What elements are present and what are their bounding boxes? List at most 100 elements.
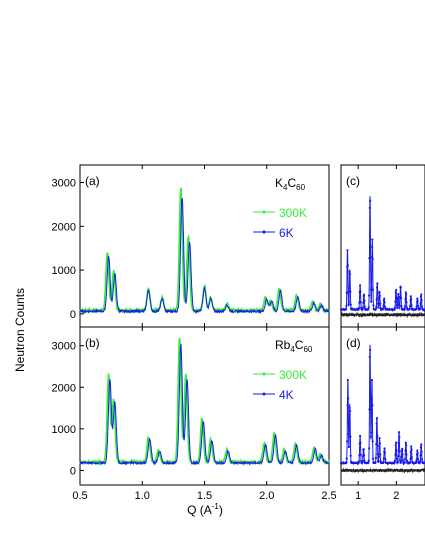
data-point — [348, 409, 352, 413]
data-point — [394, 300, 397, 303]
data-point — [370, 300, 373, 303]
data-point — [368, 206, 371, 209]
data-point — [363, 299, 366, 302]
data-point — [400, 296, 403, 300]
panel-label-b: (b) — [85, 336, 100, 350]
data-point — [374, 457, 378, 460]
data-point — [420, 305, 424, 308]
data-point — [404, 298, 407, 301]
data-point — [348, 286, 351, 289]
data-point — [416, 299, 419, 302]
series-line-d-diff — [340, 467, 425, 474]
data-point — [348, 429, 351, 432]
data-point — [410, 304, 413, 307]
data-point — [347, 445, 351, 449]
legend-marker-a-1 — [262, 230, 266, 234]
data-point — [374, 308, 378, 311]
data-point — [379, 453, 382, 456]
data-point — [382, 460, 385, 463]
data-point — [383, 301, 386, 304]
data-point — [370, 286, 373, 290]
data-point — [419, 306, 422, 310]
series-line-b-300K — [79, 337, 330, 466]
data-point — [377, 455, 380, 458]
data-point — [416, 304, 420, 307]
data-point — [405, 293, 408, 296]
data-point — [409, 461, 412, 464]
data-point — [379, 302, 382, 305]
data-point — [383, 451, 387, 454]
data-point — [345, 291, 348, 295]
legend-label-a-1: 6K — [279, 226, 294, 240]
data-point — [383, 447, 386, 450]
data-point — [370, 255, 374, 259]
data-point — [359, 290, 362, 293]
data-point — [358, 434, 362, 438]
data-point — [403, 457, 407, 461]
data-point — [376, 434, 379, 437]
data-point — [401, 459, 405, 462]
data-point — [395, 457, 398, 460]
data-point — [375, 286, 379, 289]
panel-frame-c — [340, 164, 425, 328]
data-point — [404, 441, 407, 444]
legend-marker-b-0 — [262, 372, 266, 376]
data-point — [377, 306, 380, 309]
data-point — [393, 459, 397, 462]
data-point — [398, 436, 401, 439]
data-point — [359, 453, 362, 456]
series-line-b-4K — [79, 343, 330, 466]
y-tick-label: 1000 — [52, 265, 76, 277]
legend-label-b-1: 4K — [279, 388, 294, 402]
data-point — [367, 447, 371, 450]
data-point — [378, 296, 381, 299]
compound-label-b: Rb4C60 — [275, 338, 313, 354]
data-point — [368, 257, 371, 260]
data-point — [376, 282, 379, 285]
data-point — [359, 441, 362, 444]
data-point — [349, 303, 352, 306]
series-line-c-cold — [340, 196, 425, 313]
series-line-c-diff — [340, 311, 425, 319]
data-point — [368, 408, 371, 411]
data-point — [348, 273, 352, 276]
data-point — [399, 286, 402, 289]
x-tick-label: 2.0 — [259, 490, 274, 502]
data-point — [362, 454, 366, 457]
data-point — [419, 454, 422, 457]
data-point — [393, 308, 396, 311]
panel-frame-d — [340, 326, 425, 486]
data-point — [382, 307, 385, 310]
series-line-d-cold — [340, 344, 425, 466]
data-point — [345, 461, 348, 464]
data-point — [416, 452, 419, 455]
data-point — [415, 461, 418, 464]
data-point — [369, 199, 372, 203]
data-point — [383, 297, 386, 300]
x-tick-label: 1.5 — [197, 490, 212, 502]
data-point — [394, 441, 398, 444]
panel-c: (c) — [339, 164, 425, 328]
x-axis-title-main: Q (A — [187, 503, 212, 517]
data-point — [370, 378, 374, 382]
data-point — [404, 291, 407, 294]
x-tick-label: 1.0 — [135, 490, 150, 502]
data-point — [349, 290, 352, 293]
data-point — [409, 457, 412, 461]
data-point — [395, 449, 398, 452]
series-line-a-6K — [79, 197, 330, 315]
data-point — [405, 453, 408, 456]
panel-d: 1 2 (d) — [339, 326, 425, 502]
data-point — [369, 245, 372, 249]
data-point — [371, 440, 374, 443]
data-point — [398, 306, 401, 309]
data-point — [396, 306, 399, 310]
data-point — [377, 303, 380, 307]
data-point — [400, 460, 403, 463]
data-point — [419, 445, 423, 449]
legend-marker-b-1 — [262, 392, 266, 396]
data-point — [416, 449, 419, 452]
y-tick-label: 3000 — [52, 341, 76, 353]
data-point — [378, 437, 381, 440]
data-point — [347, 433, 350, 436]
